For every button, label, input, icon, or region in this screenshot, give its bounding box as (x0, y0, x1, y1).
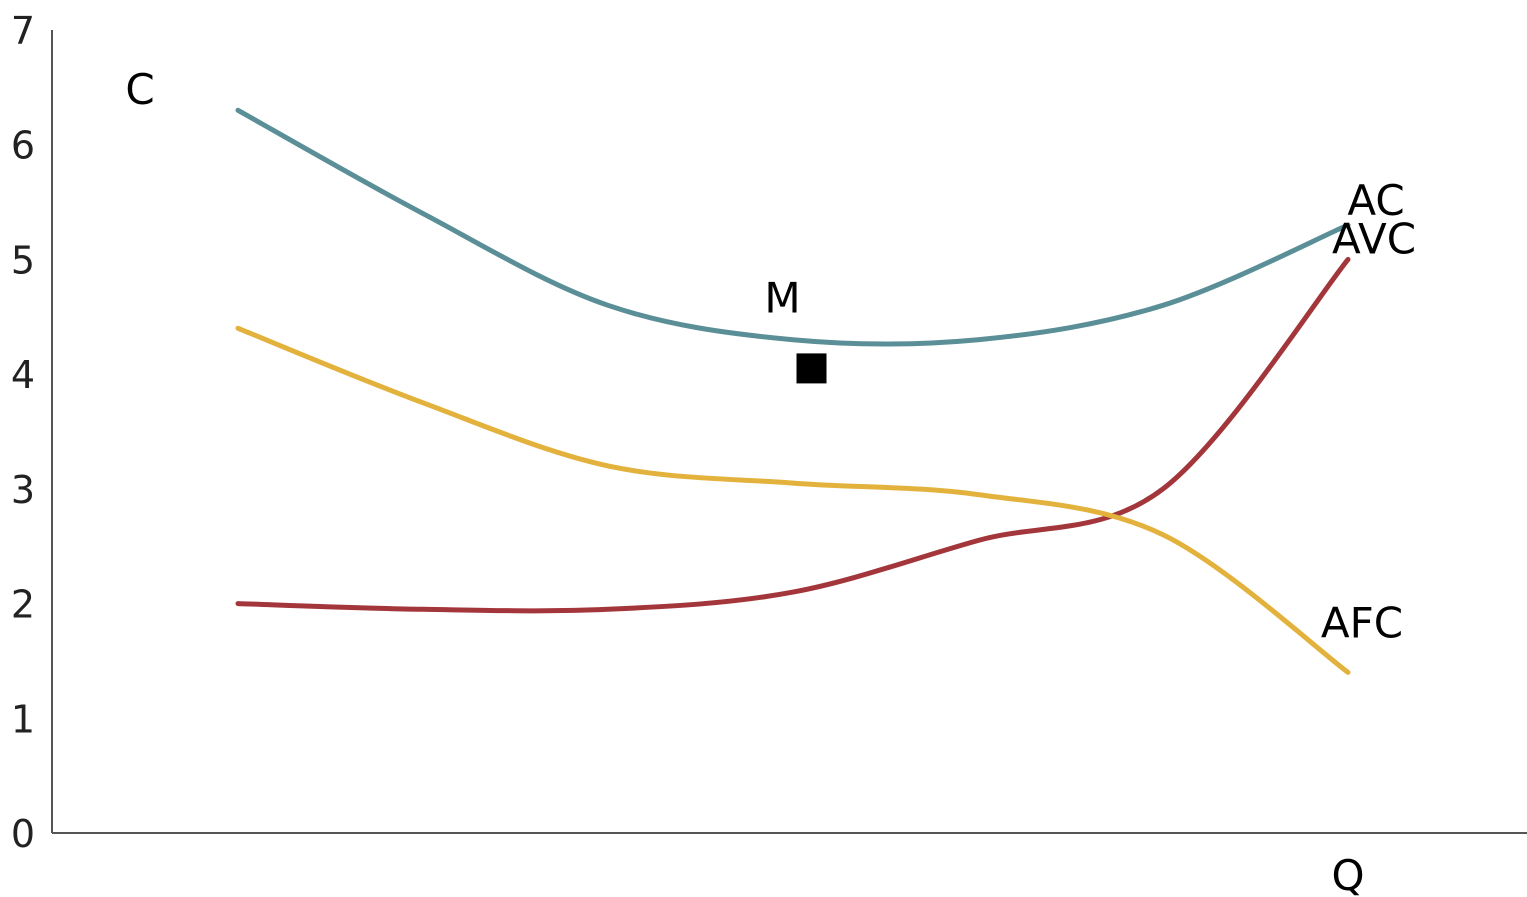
y-axis-ticks: 0 1 2 3 4 5 6 7 (11, 9, 35, 856)
y-tick-label: 4 (11, 353, 35, 397)
y-tick-label: 6 (11, 124, 35, 168)
afc-series-label: AFC (1321, 598, 1403, 647)
y-tick-label: 3 (11, 468, 35, 512)
y-tick-label: 0 (11, 812, 35, 856)
x-axis-title: Q (1331, 851, 1364, 897)
ac-curve (235, 107, 1351, 347)
y-tick-label: 5 (11, 238, 35, 282)
point-m-label: M (764, 273, 800, 322)
y-tick-label: 2 (11, 583, 35, 627)
avc-curve (235, 256, 1351, 614)
ac-series-label: AC (1347, 176, 1404, 225)
annotation-layer: M (764, 273, 827, 384)
afc-curve (235, 325, 1351, 675)
y-tick-label: 7 (11, 9, 35, 53)
avc-series-label: AVC (1332, 214, 1416, 263)
y-tick-label: 1 (11, 697, 35, 741)
point-m-marker (796, 353, 827, 384)
y-axis-title: C (125, 65, 154, 114)
